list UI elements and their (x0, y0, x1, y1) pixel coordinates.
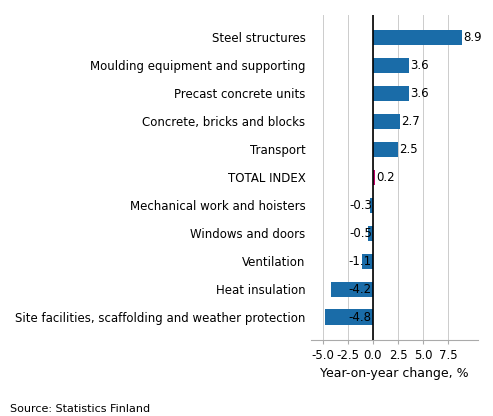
Text: -1.1: -1.1 (349, 255, 372, 268)
Text: 2.5: 2.5 (399, 143, 418, 156)
X-axis label: Year-on-year change, %: Year-on-year change, % (320, 367, 469, 380)
Text: 2.7: 2.7 (401, 115, 420, 128)
Text: -0.3: -0.3 (349, 199, 372, 212)
Bar (370, 198, 373, 213)
Text: 3.6: 3.6 (410, 59, 429, 72)
Bar (373, 170, 375, 185)
Bar (325, 310, 373, 325)
Bar (331, 282, 373, 297)
Text: -4.2: -4.2 (349, 283, 372, 296)
Bar (373, 141, 398, 157)
Bar (373, 86, 409, 101)
Text: Source: Statistics Finland: Source: Statistics Finland (10, 404, 150, 414)
Bar (368, 225, 373, 241)
Text: -4.8: -4.8 (349, 311, 372, 324)
Text: -0.5: -0.5 (349, 227, 372, 240)
Bar (373, 114, 400, 129)
Text: 3.6: 3.6 (410, 87, 429, 100)
Bar (362, 253, 373, 269)
Text: 8.9: 8.9 (463, 31, 482, 44)
Bar (373, 30, 462, 45)
Bar (373, 58, 409, 73)
Text: 0.2: 0.2 (376, 171, 395, 184)
